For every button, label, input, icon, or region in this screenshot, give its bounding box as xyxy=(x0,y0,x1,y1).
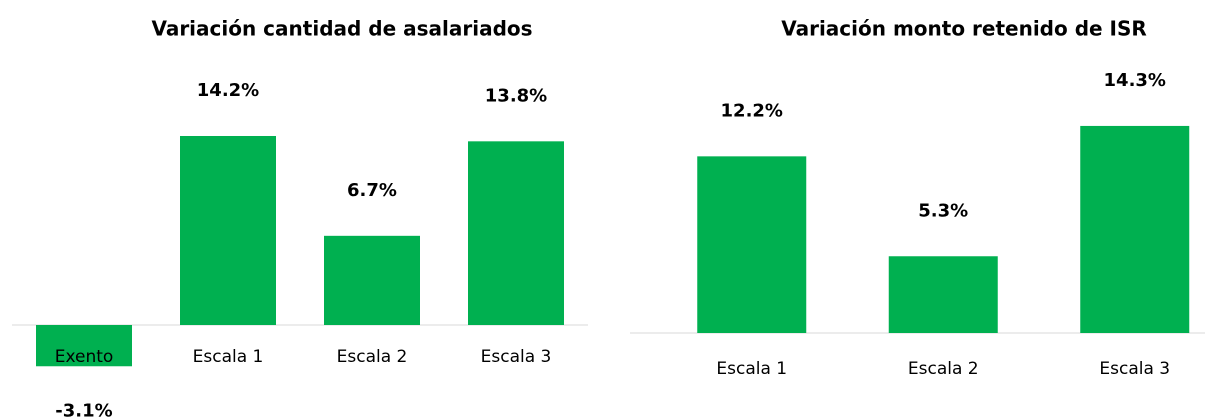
value-label: 5.3% xyxy=(918,200,968,221)
value-label: 12.2% xyxy=(721,100,783,121)
x-tick-label: Escala 1 xyxy=(193,347,264,367)
bar xyxy=(36,325,132,367)
bar xyxy=(1080,125,1190,333)
x-tick-label: Escala 3 xyxy=(481,347,552,367)
bar xyxy=(180,135,276,325)
bar xyxy=(324,235,420,325)
bar xyxy=(888,256,998,333)
bar xyxy=(697,156,807,333)
chart-title: Variación cantidad de asalariados xyxy=(151,17,532,41)
value-label: 13.8% xyxy=(485,85,547,106)
x-tick-label: Escala 1 xyxy=(716,359,787,379)
value-label: -3.1% xyxy=(55,400,112,419)
x-tick-label: Escala 2 xyxy=(337,347,408,367)
value-label: 14.3% xyxy=(1104,70,1166,91)
value-label: 6.7% xyxy=(347,180,397,201)
x-tick-label: Escala 2 xyxy=(908,359,979,379)
value-label: 14.2% xyxy=(197,80,259,101)
bar xyxy=(468,141,564,325)
chart-title: Variación monto retenido de ISR xyxy=(781,17,1147,41)
x-tick-label: Exento xyxy=(55,347,114,367)
x-tick-label: Escala 3 xyxy=(1099,359,1170,379)
